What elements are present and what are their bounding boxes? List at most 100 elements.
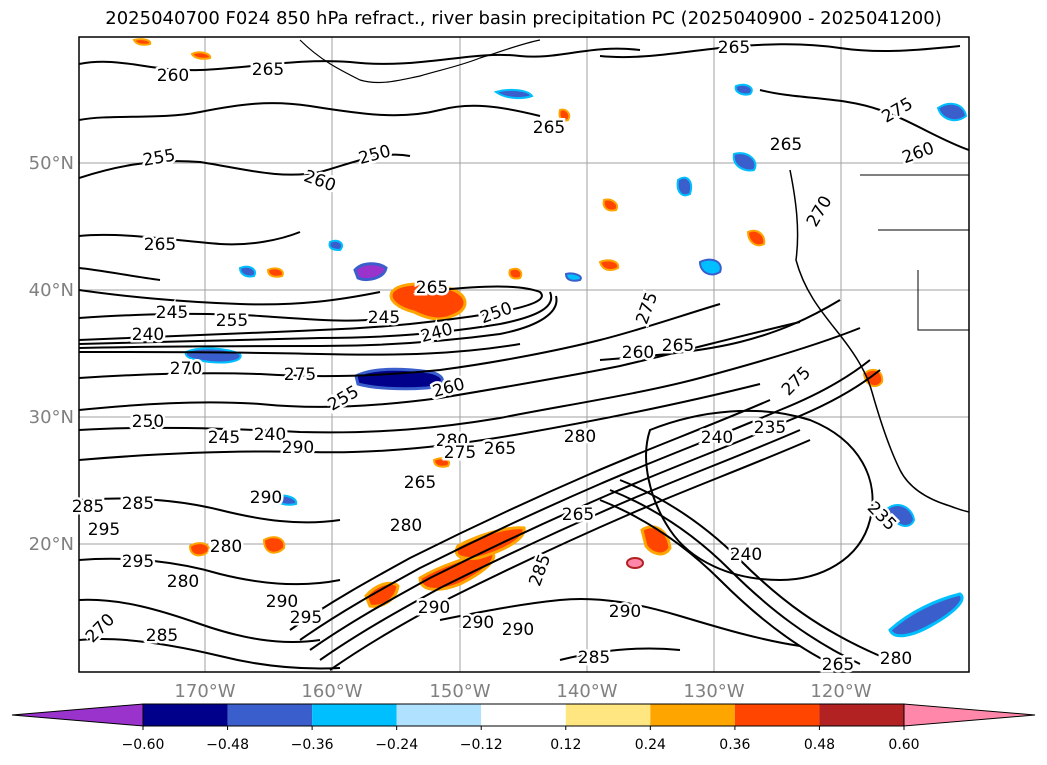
contour-label-halo: 240 [701, 428, 733, 448]
contour-label: 265 [404, 473, 436, 493]
contour-label-halo: 280 [210, 537, 242, 557]
contour-label: 265 [533, 118, 565, 138]
contour-label-halo: 265 [562, 505, 594, 525]
colorbar-extend-min [11, 703, 144, 727]
contour-label: 260 [157, 66, 189, 86]
colorbar-tick-label: 0.48 [804, 737, 835, 753]
contour-label: 295 [122, 552, 154, 572]
contour-label-halo: 295 [290, 608, 322, 628]
contour-label-halo: 265 [533, 118, 565, 138]
colorbar-tick-label: −0.24 [375, 737, 418, 753]
contour-label: 265 [416, 278, 448, 298]
contour-label: 295 [88, 520, 120, 540]
contour-label: 290 [462, 613, 494, 633]
contour-label: 265 [144, 235, 176, 255]
contour-label-halo: 285 [146, 626, 178, 646]
contour-label-halo: 265 [404, 473, 436, 493]
colorbar-bin [143, 704, 228, 726]
contour-label-halo: 235 [754, 418, 786, 438]
contour-label: 265 [252, 60, 284, 80]
colorbar-bin [396, 704, 482, 726]
colorbar-tick-label: −0.60 [122, 737, 165, 753]
colorbar-tick-label: −0.12 [460, 737, 503, 753]
contour-label: 255 [216, 311, 248, 331]
contour-label: 240 [701, 428, 733, 448]
contour-label-halo: 270 [170, 359, 202, 379]
colorbar-bin [481, 704, 566, 726]
contour-label: 265 [770, 135, 802, 155]
lat-label: 40°N [29, 280, 74, 301]
contour-label: 290 [266, 592, 298, 612]
contour-label-halo: 265 [416, 278, 448, 298]
colorbar-bin [650, 704, 735, 726]
colorbar-tick-label: 0.12 [550, 737, 581, 753]
colorbar-bin [819, 704, 904, 726]
contour-label-halo: 290 [462, 613, 494, 633]
contour-label-halo: 275 [444, 443, 476, 463]
colorbar-tick-label: −0.48 [206, 737, 249, 753]
contour-label-halo: 290 [282, 438, 314, 458]
contour-label-halo: 265 [662, 336, 694, 356]
contour-label-halo: 260 [622, 343, 654, 363]
contour-label: 295 [290, 608, 322, 628]
contour-label: 285 [122, 494, 154, 514]
contour-label: 240 [254, 425, 286, 445]
contour-label-halo: 275 [284, 365, 316, 385]
contour-label: 240 [132, 325, 164, 345]
contour-label: 280 [167, 572, 199, 592]
map-border [78, 36, 970, 673]
contour-label: 265 [822, 655, 854, 675]
contour-label: 245 [156, 303, 188, 323]
contour-label-halo: 280 [390, 516, 422, 536]
contour-label: 285 [146, 626, 178, 646]
contour-label: 265 [662, 336, 694, 356]
contour-label: 265 [484, 439, 516, 459]
contour-label: 290 [250, 488, 282, 508]
contour-label-halo: 280 [167, 572, 199, 592]
contour-label: 265 [562, 505, 594, 525]
contour-label: 240 [730, 545, 762, 565]
contour-label-halo: 295 [88, 520, 120, 540]
colorbar-bin [227, 704, 313, 726]
contour-label-halo: 290 [250, 488, 282, 508]
contour-label-halo: 250 [132, 412, 164, 432]
contour-label: 285 [578, 648, 610, 668]
contour-label: 245 [208, 428, 240, 448]
colorbar-bin [312, 704, 397, 726]
lon-label: 160°W [301, 681, 362, 702]
contour-label: 275 [444, 443, 476, 463]
contour-label-halo: 290 [502, 620, 534, 640]
contour-label-halo: 245 [156, 303, 188, 323]
lon-label: 150°W [429, 681, 490, 702]
contour-label: 245 [368, 308, 400, 328]
longitude-labels: 170°W 160°W 150°W 140°W 130°W 120°W [174, 681, 871, 702]
colorbar-frame [142, 703, 905, 727]
latitude-labels: 50°N 40°N 30°N 20°N [29, 153, 74, 555]
lon-label: 170°W [174, 681, 235, 702]
colorbar-bin [734, 704, 820, 726]
contour-label-halo: 285 [122, 494, 154, 514]
contour-label-halo: 265 [822, 655, 854, 675]
lon-label: 120°W [810, 681, 871, 702]
contour-label: 270 [170, 359, 202, 379]
contour-label-halo: 265 [770, 135, 802, 155]
contour-label: 280 [210, 537, 242, 557]
contour-label: 290 [609, 602, 641, 622]
contour-label: 285 [72, 497, 104, 517]
contour-label-halo: 265 [144, 235, 176, 255]
contour-label-halo: 260 [157, 66, 189, 86]
precip-patches [132, 38, 968, 638]
lat-label: 50°N [29, 153, 74, 174]
contour-label-halo: 280 [564, 427, 596, 447]
contour-label: 260 [622, 343, 654, 363]
contour-label-halo: 295 [122, 552, 154, 572]
contour-label-halo: 245 [368, 308, 400, 328]
colorbar: −0.60 −0.48 −0.36 −0.24 −0.12 0.12 0.24 0.36 0.4… [11, 703, 1036, 753]
lon-label: 140°W [556, 681, 617, 702]
contour-label: 280 [880, 649, 912, 669]
contour-label: 290 [282, 438, 314, 458]
colorbar-extend-max [903, 703, 1036, 727]
contour-label-halo: 280 [880, 649, 912, 669]
contour-label-halo: 240 [254, 425, 286, 445]
